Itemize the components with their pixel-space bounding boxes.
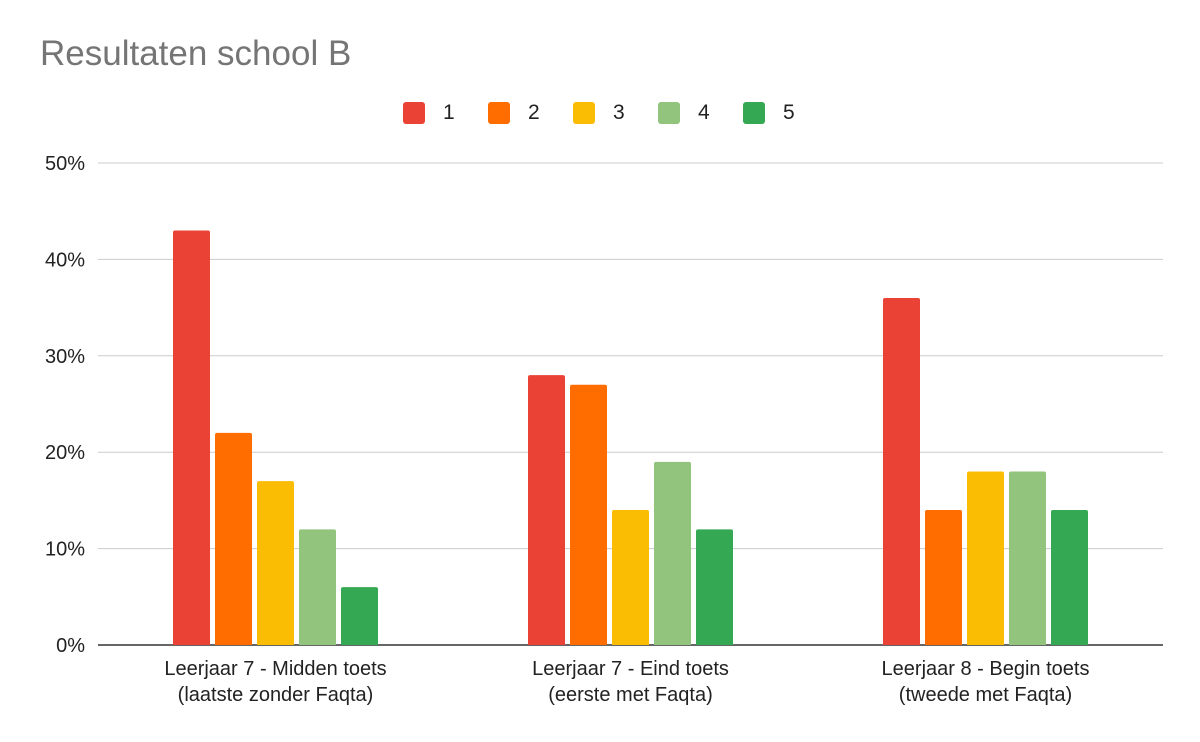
legend-item-2: 2 <box>488 98 540 128</box>
bars <box>173 230 1088 646</box>
legend-label: 4 <box>698 101 710 124</box>
bar-series-4-cat-2 <box>654 461 691 645</box>
y-tick-label: 30% <box>45 346 85 368</box>
legend-swatch <box>403 102 425 124</box>
x-tick-label: (laatste zonder Faqta) <box>178 684 374 706</box>
legend-label: 1 <box>443 101 455 124</box>
legend-swatch <box>743 102 765 124</box>
bar-series-1-cat-2 <box>528 375 565 645</box>
legend-swatch <box>658 102 680 124</box>
legend-item-3: 3 <box>573 98 625 128</box>
y-tick-label: 40% <box>45 249 85 271</box>
legend-swatch <box>488 102 510 124</box>
bar-series-3-cat-1 <box>257 481 294 645</box>
bar-series-1-cat-1 <box>173 230 210 646</box>
x-tick-label: (tweede met Faqta) <box>899 684 1072 706</box>
y-tick-label: 10% <box>45 539 85 561</box>
y-tick-label: 20% <box>45 442 85 464</box>
x-tick-label: Leerjaar 7 - Midden toets <box>164 658 386 680</box>
bar-series-5-cat-3 <box>1051 510 1088 645</box>
legend-label: 2 <box>528 101 540 124</box>
legend-label: 3 <box>613 101 625 124</box>
bar-series-2-cat-3 <box>925 510 962 645</box>
x-tick-label: Leerjaar 7 - Eind toets <box>532 658 729 680</box>
y-tick-label: 0% <box>56 635 85 657</box>
legend-swatch <box>573 102 595 124</box>
y-tick-label: 50% <box>45 153 85 175</box>
bar-series-5-cat-1 <box>341 587 378 645</box>
x-tick-label: (eerste met Faqta) <box>548 684 713 706</box>
bar-series-3-cat-2 <box>612 510 649 645</box>
x-axis-ticks: Leerjaar 7 - Midden toets (laatste zonder… <box>164 658 1089 706</box>
legend-item-1: 1 <box>403 98 455 128</box>
bar-series-5-cat-2 <box>696 529 733 645</box>
bar-series-4-cat-1 <box>299 529 336 645</box>
bar-series-1-cat-3 <box>883 297 920 645</box>
legend-item-5: 5 <box>743 98 795 128</box>
y-axis-ticks: 0% 10% 20% 30% 40% 50% <box>45 153 85 657</box>
x-tick-label: Leerjaar 8 - Begin toets <box>882 658 1090 680</box>
legend-label: 5 <box>783 101 795 124</box>
bar-series-4-cat-3 <box>1009 471 1046 645</box>
chart-title: Resultaten school B <box>40 34 352 73</box>
legend-item-4: 4 <box>658 98 710 128</box>
bar-series-2-cat-2 <box>570 384 607 645</box>
legend: 1 2 3 4 5 <box>0 98 1200 128</box>
bar-series-2-cat-1 <box>215 432 252 645</box>
bar-series-3-cat-3 <box>967 471 1004 645</box>
